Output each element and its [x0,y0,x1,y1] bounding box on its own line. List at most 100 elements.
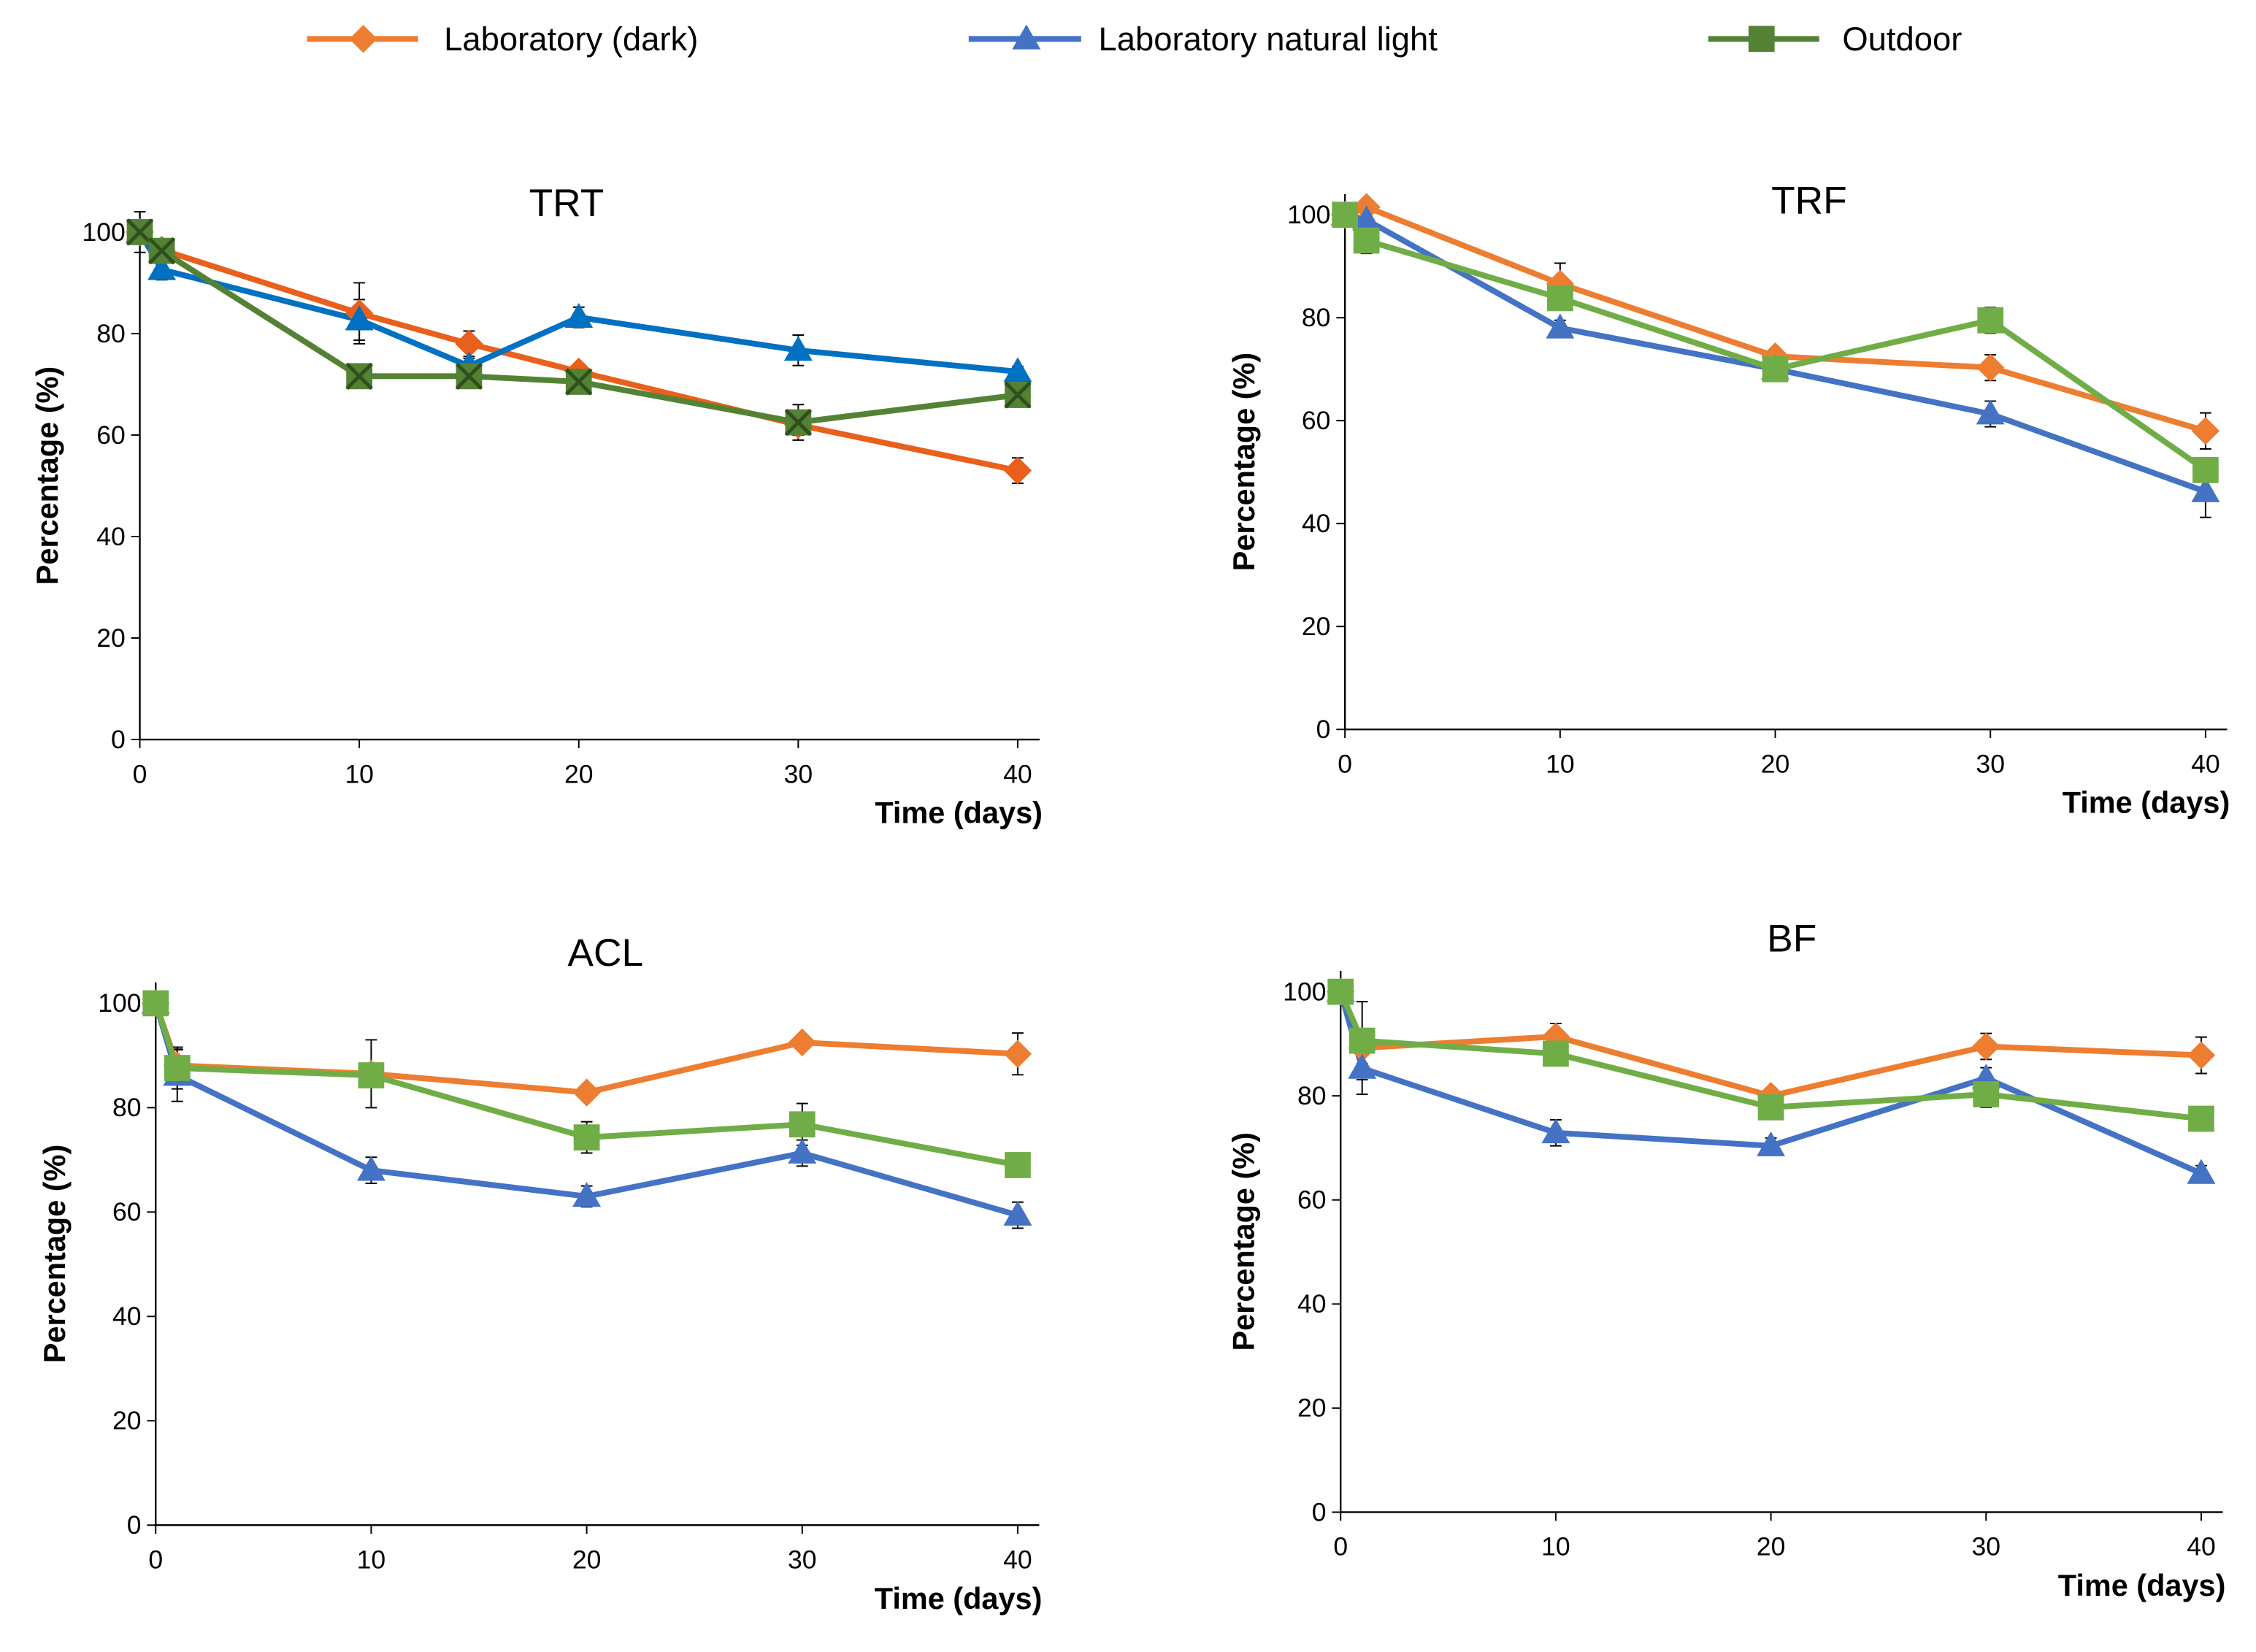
x-tick-label: 10 [357,1545,386,1574]
marker [356,1156,385,1181]
marker [788,1138,817,1164]
y-axis-label: Percentage (%) [30,366,64,585]
y-tick-label: 60 [96,420,126,450]
y-tick-label: 40 [96,522,126,551]
legend-label: Laboratory natural light [1099,20,1438,58]
y-tick-label: 60 [112,1197,142,1226]
y-tick-label: 60 [1302,406,1331,435]
marker [1353,227,1380,254]
marker [1748,26,1775,53]
marker [1348,1053,1377,1079]
marker [783,336,813,361]
marker [788,1028,816,1057]
marker [1003,456,1032,485]
x-tick-label: 0 [1338,749,1352,778]
x-tick-label: 40 [2191,749,2220,778]
marker [1003,1040,1032,1068]
chart-title: ACL [567,931,643,975]
marker [345,305,374,331]
chart-title: TRT [529,182,605,225]
marker-cross [565,368,593,396]
marker [164,1055,191,1081]
y-tick-label: 20 [1297,1394,1327,1423]
marker [1973,1081,2000,1107]
marker [1546,313,1575,339]
series-line [138,229,1018,474]
x-tick-label: 40 [1003,759,1032,788]
y-tick-label: 100 [98,988,141,1018]
x-tick-label: 0 [133,759,147,788]
x-tick-label: 30 [784,759,813,788]
marker [1348,1027,1376,1054]
marker [1976,353,2005,382]
legend-label: Laboratory (dark) [444,20,698,58]
marker [142,990,169,1017]
y-tick-label: 100 [82,218,125,247]
marker [1012,24,1041,50]
x-tick-label: 20 [572,1545,602,1574]
marker [564,302,594,329]
x-tick-label: 40 [2187,1532,2216,1561]
y-tick-label: 40 [112,1302,142,1331]
x-tick-label: 20 [1761,749,1790,778]
marker [1757,1094,1784,1121]
y-tick-label: 100 [1283,977,1326,1006]
marker-cross [784,408,812,437]
marker [1546,285,1573,312]
y-tick-label: 80 [112,1093,142,1122]
x-tick-label: 0 [1333,1532,1348,1561]
x-tick-label: 10 [345,759,374,788]
marker [1976,399,2005,425]
series-line [137,230,1018,375]
x-tick-label: 0 [148,1545,163,1574]
marker-cross [147,237,176,265]
marker [1003,1200,1032,1226]
marker [1972,1032,2000,1061]
y-tick-label: 80 [96,319,126,348]
marker [2187,1159,2216,1184]
y-tick-label: 20 [112,1406,142,1435]
marker [358,1062,385,1088]
marker-cross [455,362,483,390]
marker [1541,1118,1570,1144]
y-axis-label: Percentage (%) [1227,1132,1261,1351]
marker [147,255,177,280]
y-tick-label: 0 [1316,715,1331,744]
marker [1005,1152,1031,1178]
x-axis-label: Time (days) [875,796,1043,830]
marker [1003,357,1032,383]
marker [1977,307,2004,334]
x-tick-label: 20 [1757,1532,1786,1561]
marker [1543,1040,1569,1067]
legend-label: Outdoor [1842,20,1962,58]
marker [789,1111,816,1138]
y-tick-label: 40 [1297,1289,1327,1318]
x-tick-label: 10 [1546,749,1575,778]
y-tick-label: 40 [1302,509,1331,538]
marker [2188,1105,2214,1132]
marker [2192,457,2219,483]
series-line [1343,204,2207,434]
y-tick-label: 20 [1302,612,1331,641]
y-tick-label: 80 [1297,1081,1327,1110]
y-tick-label: 60 [1297,1186,1327,1215]
y-tick-label: 100 [1287,200,1330,229]
y-axis-label: Percentage (%) [37,1145,72,1364]
x-tick-label: 30 [788,1545,817,1574]
marker [2191,477,2220,502]
chart-title: BF [1767,917,1816,960]
y-axis-label: Percentage (%) [1227,353,1261,572]
x-tick-label: 10 [1541,1532,1570,1561]
x-axis-label: Time (days) [2063,785,2230,820]
marker [572,1078,601,1107]
x-tick-label: 30 [1972,1532,2001,1561]
chart-title: TRF [1771,179,1847,222]
y-tick-label: 0 [111,725,126,754]
marker [1327,978,1354,1005]
marker [573,1124,600,1150]
marker-cross [345,362,373,390]
marker [1332,201,1359,228]
x-axis-label: Time (days) [2058,1568,2226,1602]
